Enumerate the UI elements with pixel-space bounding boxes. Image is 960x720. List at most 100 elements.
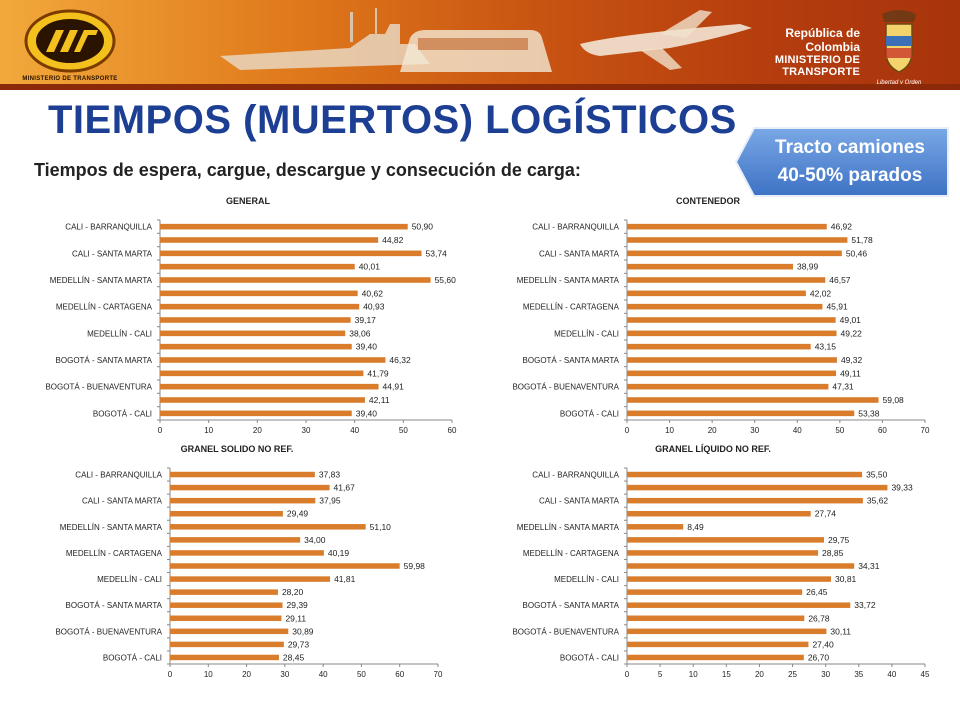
data-label: 40,93 xyxy=(363,302,385,312)
data-label: 49,01 xyxy=(840,315,862,325)
bar xyxy=(627,615,805,622)
bar xyxy=(170,537,301,543)
category-label: BOGOTÁ - CALI xyxy=(93,409,152,418)
x-tick-label: 20 xyxy=(242,670,251,679)
x-tick-label: 45 xyxy=(921,670,930,679)
data-label: 51,10 xyxy=(370,522,392,532)
data-label: 41,79 xyxy=(367,368,389,378)
data-label: 38,06 xyxy=(349,328,371,338)
x-tick-label: 60 xyxy=(878,426,887,435)
bar xyxy=(627,250,842,257)
data-label: 26,78 xyxy=(808,613,830,623)
data-label: 8,49 xyxy=(687,522,704,532)
category-label: BOGOTÁ - CALI xyxy=(560,653,619,662)
category-label: MEDELLÍN - CALI xyxy=(554,329,619,338)
chart-title: GRANEL SOLIDO NO REF. xyxy=(181,444,294,454)
x-tick-label: 40 xyxy=(350,426,359,435)
x-tick-label: 40 xyxy=(887,670,896,679)
data-label: 50,46 xyxy=(846,248,868,258)
bar xyxy=(627,589,803,595)
data-label: 27,40 xyxy=(812,639,834,649)
x-tick-label: 60 xyxy=(395,670,404,679)
bar xyxy=(160,397,365,403)
category-label: BOGOTÁ - SANTA MARTA xyxy=(523,601,620,610)
chart-granel-solido: GRANEL SOLIDO NO REF. 0 10 20 30 40 50 60 70 37,8… xyxy=(55,444,443,679)
x-tick-label: 25 xyxy=(788,670,797,679)
bar xyxy=(160,317,351,323)
data-label: 40,19 xyxy=(328,548,350,558)
bar xyxy=(627,654,804,661)
banner-band xyxy=(0,84,960,90)
x-tick-label: 15 xyxy=(722,670,731,679)
bar xyxy=(160,357,386,363)
data-label: 30,81 xyxy=(835,574,857,584)
category-label: CALI - SANTA MARTA xyxy=(82,497,163,506)
category-label: CALI - SANTA MARTA xyxy=(539,249,620,258)
bar xyxy=(627,223,827,230)
government-name: República de Colombia MINISTERIO DE TRAN… xyxy=(735,26,860,78)
data-label: 42,02 xyxy=(810,288,832,298)
bar xyxy=(160,343,352,350)
bar xyxy=(627,510,811,517)
data-label: 43,15 xyxy=(815,342,837,352)
x-tick-label: 20 xyxy=(253,426,262,435)
data-label: 49,22 xyxy=(841,328,863,338)
x-tick-label: 20 xyxy=(708,426,717,435)
data-label: 40,62 xyxy=(362,288,384,298)
category-label: CALI - BARRANQUILLA xyxy=(75,471,162,480)
category-label: CALI - SANTA MARTA xyxy=(72,249,153,258)
data-label: 47,31 xyxy=(832,382,854,392)
callout-line-2: 40-50% parados xyxy=(777,165,923,186)
data-label: 44,82 xyxy=(382,235,404,245)
data-label: 29,73 xyxy=(288,639,310,649)
coat-of-arms-icon xyxy=(882,10,916,73)
data-label: 34,31 xyxy=(858,561,880,571)
data-label: 30,89 xyxy=(292,626,314,636)
data-label: 49,32 xyxy=(841,355,863,365)
crest-caption: Libertad y Orden xyxy=(876,80,922,86)
category-label: MEDELLÍN - CALI xyxy=(97,575,162,584)
logo-caption: MINISTERIO DE TRANSPORTE xyxy=(22,76,118,82)
bar xyxy=(170,484,330,491)
category-label: BOGOTÁ - SANTA MARTA xyxy=(56,356,153,365)
bar xyxy=(627,397,879,403)
category-label: BOGOTÁ - BUENAVENTURA xyxy=(512,383,619,392)
bar xyxy=(160,370,364,377)
data-label: 55,60 xyxy=(435,275,457,285)
category-label: BOGOTÁ - CALI xyxy=(103,653,162,662)
data-label: 26,70 xyxy=(808,652,830,662)
callout-arrow-shape xyxy=(734,127,949,197)
category-label: CALI - SANTA MARTA xyxy=(539,497,620,506)
chart-contenedor: CONTENEDOR 0 10 20 30 40 50 60 70 46,92 CALI - BAR… xyxy=(512,196,930,435)
bar xyxy=(170,510,283,517)
data-label: 30,11 xyxy=(830,626,851,636)
category-label: BOGOTÁ - SANTA MARTA xyxy=(66,601,163,610)
category-label: MEDELLÍN - SANTA MARTA xyxy=(60,523,163,532)
bar xyxy=(627,343,811,350)
data-label: 28,45 xyxy=(283,652,305,662)
bar xyxy=(627,263,793,270)
data-label: 39,33 xyxy=(891,483,913,493)
x-tick-label: 30 xyxy=(280,670,289,679)
bar xyxy=(170,563,400,569)
data-label: 46,57 xyxy=(829,275,851,285)
bar xyxy=(170,524,366,530)
chart-title: GRANEL LÍQUIDO NO REF. xyxy=(655,444,771,454)
bar xyxy=(627,383,829,390)
data-label: 29,11 xyxy=(285,613,306,623)
bar xyxy=(170,641,284,648)
data-label: 59,98 xyxy=(404,561,426,571)
data-label: 37,95 xyxy=(319,496,341,506)
category-label: MEDELLÍN - SANTA MARTA xyxy=(517,523,620,532)
data-label: 46,32 xyxy=(389,355,411,365)
data-label: 44,91 xyxy=(383,382,405,392)
data-label: 39,40 xyxy=(356,342,378,352)
bar xyxy=(170,550,324,556)
data-label: 42,11 xyxy=(369,395,390,405)
bar xyxy=(627,563,855,569)
bar xyxy=(160,410,352,417)
bar xyxy=(627,330,837,337)
bar xyxy=(170,471,315,478)
bar xyxy=(627,497,863,504)
x-tick-label: 10 xyxy=(204,670,213,679)
